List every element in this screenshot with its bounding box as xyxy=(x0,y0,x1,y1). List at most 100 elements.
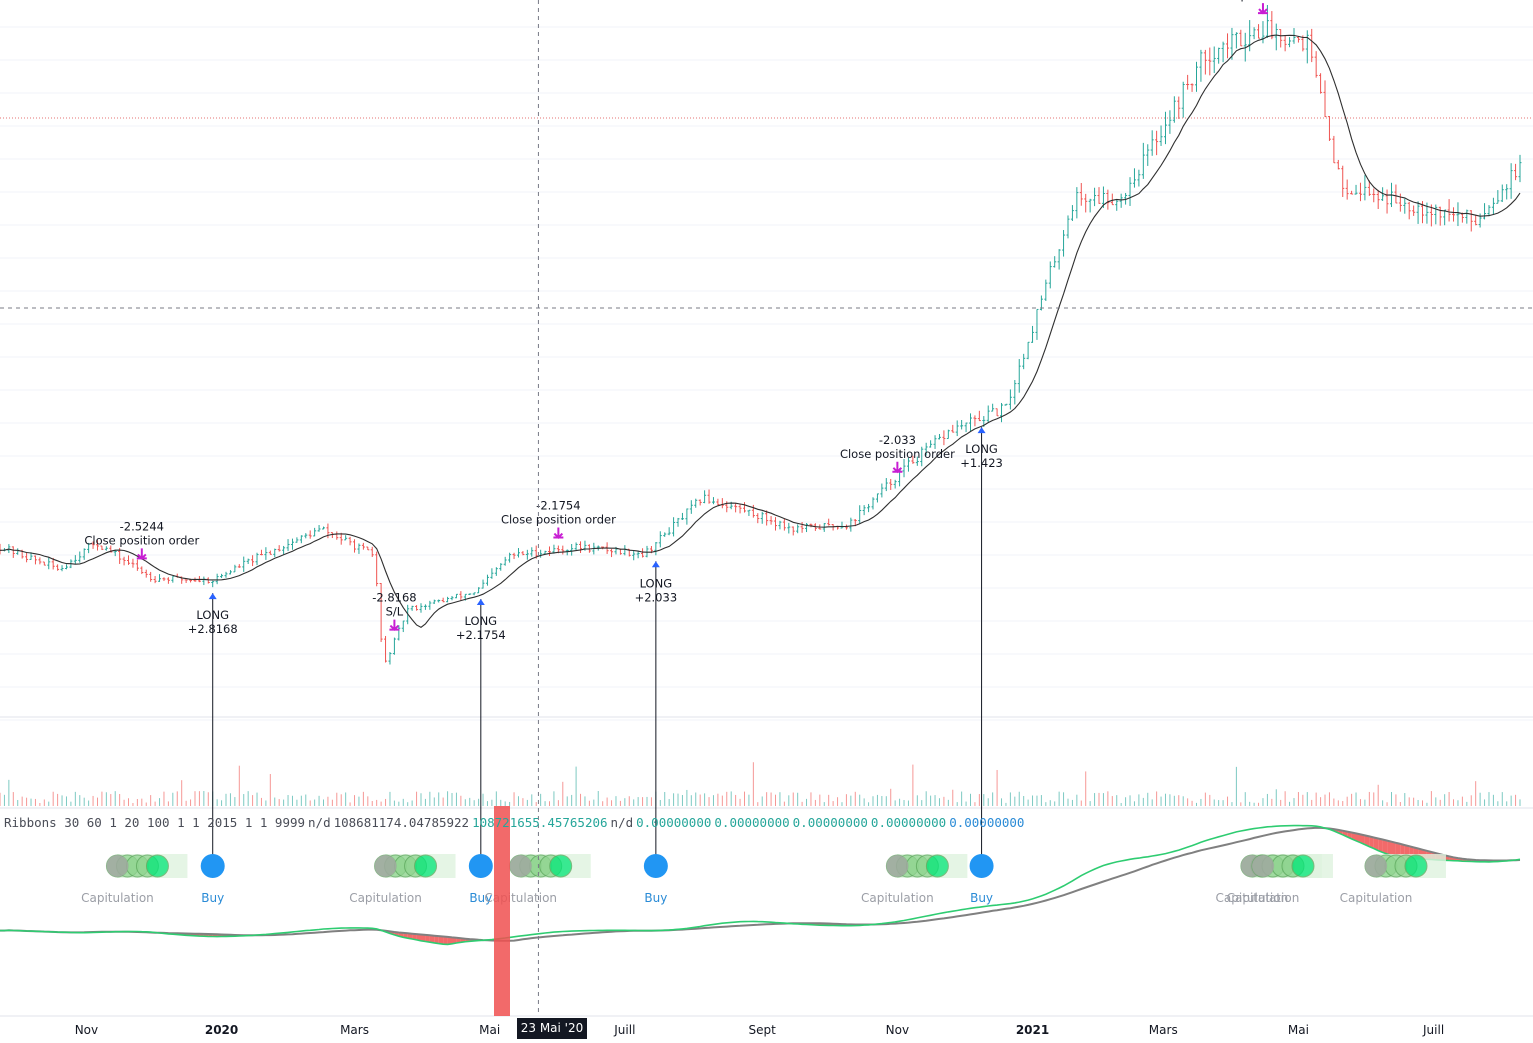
ribbon-bear-fill xyxy=(1373,837,1379,851)
x-tick-label: Juill xyxy=(1422,1023,1444,1037)
capitulation-dot xyxy=(106,855,129,877)
long-entry-profit: +2.1754 xyxy=(456,628,506,642)
long-entry-arrow xyxy=(208,593,217,600)
ribbon-bear-fill xyxy=(1356,833,1361,843)
long-entry-profit: +1.423 xyxy=(960,456,1003,470)
price-candles xyxy=(0,5,1522,665)
buy-dot xyxy=(969,854,994,878)
trade-markers: LONG+2.8168LONG+2.1754LONG+2.033LONG+1.4… xyxy=(84,0,1321,866)
legend-value: 0.00000000 xyxy=(870,815,947,830)
ribbon-dot xyxy=(549,854,573,878)
exit-arrow xyxy=(136,548,147,560)
ribbon-bear-fill xyxy=(412,933,417,940)
exit-label: Close position order xyxy=(840,447,955,461)
long-entry-label: LONG xyxy=(465,614,498,628)
ribbon-dot xyxy=(414,854,438,878)
crosshair-date-badge: 23 Mai '20 xyxy=(517,1018,587,1039)
buy-signal-label: Buy xyxy=(469,891,492,905)
buy-dot xyxy=(468,854,493,878)
exit-label: Close position order xyxy=(501,513,616,527)
long-entry-profit: +2.8168 xyxy=(188,622,238,636)
ribbon-dot xyxy=(1404,854,1428,878)
legend-value: 0.00000000 xyxy=(636,815,712,830)
x-tick-label: 2020 xyxy=(205,1023,238,1037)
ribbon-bear-fill xyxy=(425,934,430,943)
ribbon-fast-line xyxy=(0,824,1521,946)
grid xyxy=(0,26,1533,1017)
exit-arrow xyxy=(389,619,400,631)
exit-value: -2.8168 xyxy=(372,591,416,605)
ribbon-bear-fill xyxy=(1391,841,1396,857)
volume-bars xyxy=(0,762,1521,806)
legend-value: 0.00000000 xyxy=(714,815,790,830)
ribbon-dot xyxy=(925,854,949,878)
legend-value: 108681174.04785922 xyxy=(333,815,470,830)
legend-value: n/d xyxy=(610,815,634,830)
capitulation-signal-label: Capitulation xyxy=(81,891,154,905)
ribbon-bear-fill xyxy=(434,935,439,944)
long-entry-label: LONG xyxy=(965,442,998,456)
legend-value: 0.00000000 xyxy=(949,815,1025,830)
legend-value: 0.00000000 xyxy=(792,815,868,830)
long-entry-label: LONG xyxy=(640,576,673,590)
legend-title: Ribbons 30 60 1 20 100 1 1 2015 1 1 9999 xyxy=(4,815,306,830)
x-tick-label: Mai xyxy=(479,1023,500,1037)
ribbon-bear-fill xyxy=(1387,840,1392,856)
capitulation-dot xyxy=(374,855,397,877)
capitulation-signal-label: Capitulation xyxy=(1216,891,1289,905)
ribbon-bear-fill xyxy=(1382,839,1388,854)
buy-signal-label: Buy xyxy=(970,891,993,905)
ribbon-bear-fill xyxy=(438,936,444,945)
buy-signal-label: Buy xyxy=(644,891,667,905)
capitulation-dot xyxy=(509,855,532,877)
indicator-legend: Ribbons 30 60 1 20 100 1 1 2015 1 1 9999… xyxy=(4,815,1027,830)
ribbon-signals: Capitulation Buy Capitulation Buy Capitulati… xyxy=(81,854,1446,905)
ribbon-bear-fill xyxy=(1378,838,1383,853)
ribbon-bear-fill xyxy=(1364,835,1370,847)
capitulation-signal-label: Capitulation xyxy=(861,891,934,905)
x-tick-label: Mars xyxy=(1149,1023,1178,1037)
legend-value: n/d xyxy=(308,815,331,830)
exit-value: -2.033 xyxy=(879,433,916,447)
exit-label: Close position order xyxy=(84,533,199,547)
ribbon-dot xyxy=(1291,854,1315,878)
buy-dot xyxy=(643,854,668,878)
x-tick-label: Mai xyxy=(1288,1023,1309,1037)
capitulation-dot xyxy=(1364,855,1387,877)
ribbon-bear-fill xyxy=(429,935,435,943)
ma-line xyxy=(0,34,1521,628)
ribbon-bear-fill xyxy=(407,933,413,939)
ribbon-bear-fill xyxy=(443,936,448,945)
x-tick-label: Sept xyxy=(749,1023,777,1037)
x-tick-label: Juill xyxy=(613,1023,635,1037)
capitulation-signal-label: Capitulation xyxy=(349,891,422,905)
moving-average xyxy=(0,34,1521,628)
long-entry-arrow xyxy=(651,561,660,568)
x-tick-label: Nov xyxy=(75,1023,98,1037)
ribbon-bear-fill xyxy=(1360,834,1365,845)
exit-value: -2.1754 xyxy=(536,499,580,513)
exit-label: S/L xyxy=(386,605,404,619)
x-tick-label: 2021 xyxy=(1016,1023,1049,1037)
ribbon-bear-fill xyxy=(452,937,457,944)
legend-value: 108721655.45765206 xyxy=(472,815,608,830)
ribbon-bear-fill xyxy=(421,934,426,942)
ribbon-bear-fill xyxy=(1369,836,1374,849)
ribbon-dot xyxy=(145,854,169,878)
exit-label: Close position order xyxy=(1206,0,1321,2)
ribbon-bear-fill xyxy=(1395,842,1401,858)
time-axis: Nov 2020 Mars Mai Juill Sept Nov 2021 Mars Mai Jui… xyxy=(75,1023,1444,1037)
x-tick-label: Mars xyxy=(340,1023,369,1037)
buy-signal-label: Buy xyxy=(201,891,224,905)
buy-dot xyxy=(200,854,225,878)
ribbon-indicator xyxy=(0,824,1521,946)
long-entry-label: LONG xyxy=(196,608,229,622)
capitulation-dot xyxy=(1251,855,1274,877)
crosshair xyxy=(0,0,1533,1016)
crosshair-highlight-bar xyxy=(494,806,510,1016)
ribbon-bear-fill xyxy=(416,934,421,941)
capitulation-signal-label: Capitulation xyxy=(1227,891,1300,905)
exit-value: -2.5244 xyxy=(120,519,164,533)
capitulation-dot xyxy=(886,855,909,877)
